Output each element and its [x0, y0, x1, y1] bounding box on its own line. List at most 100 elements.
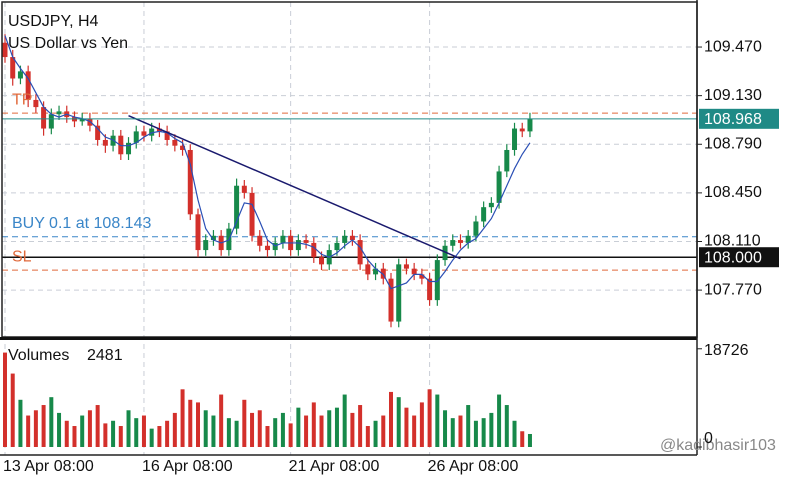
volume-bar [64, 420, 69, 447]
volume-bar [319, 415, 324, 447]
candle-body [349, 235, 355, 241]
candle-body [95, 125, 101, 140]
candle-body [10, 57, 16, 79]
volume-bar [512, 420, 517, 447]
volume-bar [450, 418, 455, 447]
volume-bar [226, 418, 231, 447]
volume-bar [497, 394, 502, 447]
candle-body [411, 268, 417, 275]
candle-body [450, 240, 456, 246]
volume-bar [381, 415, 386, 447]
trendline [128, 114, 461, 260]
volume-bar [481, 418, 486, 447]
volume-bar [234, 420, 239, 447]
volume-bar [466, 405, 471, 447]
candle-body [319, 257, 325, 265]
candle-body [388, 278, 394, 322]
candle-body [48, 114, 54, 129]
candle-body [17, 71, 23, 79]
volume-bar [87, 410, 92, 447]
volume-bar [296, 407, 301, 447]
volume-bar [365, 426, 370, 447]
volume-bar [311, 402, 316, 447]
watermark: @kadibhasir103 [660, 437, 776, 454]
volume-bar [196, 402, 200, 447]
candle-body [504, 149, 510, 172]
level-label: TP [12, 91, 32, 108]
candle-body [141, 131, 147, 136]
volume-bar [180, 389, 185, 447]
x-tick-label: 13 Apr 08:00 [3, 458, 94, 475]
volume-bar [211, 415, 216, 447]
candle-body [311, 242, 317, 258]
candle-body [203, 240, 209, 251]
volume-bar [443, 410, 448, 447]
volume-bar [149, 428, 154, 447]
volume-bar [458, 415, 463, 447]
volume-bar [265, 426, 270, 447]
candle-body [365, 264, 371, 275]
volume-bar [165, 420, 170, 447]
candle-body [519, 128, 525, 132]
volume-last: 2481 [87, 347, 123, 364]
candle-body [133, 131, 139, 143]
y-tick-label: 109.470 [704, 38, 762, 55]
candle-body [465, 235, 471, 243]
candle-body [180, 145, 186, 150]
volume-bar [10, 373, 15, 447]
candle-body [496, 171, 502, 203]
candle-body [457, 240, 463, 243]
volume-bar [473, 420, 478, 447]
volume-bar [489, 412, 494, 447]
volume-bar [80, 415, 85, 447]
candle-body [56, 111, 62, 115]
volume-bar [257, 410, 262, 447]
volume-bar [327, 410, 332, 447]
volume-bar [49, 397, 54, 447]
candle-body [79, 118, 85, 122]
volume-bar [188, 399, 193, 447]
candle-body [2, 42, 8, 58]
chart-title: USDJPY, H4 [8, 13, 99, 30]
candle-body [195, 214, 201, 251]
candle-body [488, 202, 494, 208]
level-label: BUY 0.1 at 108.143 [12, 215, 151, 232]
volume-bar [3, 352, 7, 447]
marks [2, 34, 697, 447]
candle-body [434, 260, 440, 301]
candle-body [295, 240, 301, 251]
y-tick-label: 108.790 [704, 135, 762, 152]
candle-body [527, 118, 533, 132]
candle-body [126, 142, 132, 155]
candle-body [272, 242, 278, 251]
volume-bar [57, 412, 62, 447]
volume-bar [288, 423, 293, 447]
current-price-box [699, 108, 779, 129]
volume-bar [118, 426, 123, 447]
volume-bar [157, 426, 162, 447]
volume-bar [242, 399, 247, 447]
volume-bar [134, 418, 139, 447]
candle-body [257, 235, 263, 246]
volume-bar [41, 405, 46, 447]
candle-body [149, 128, 155, 136]
volume-bar [520, 431, 525, 447]
volume-bar [373, 420, 378, 447]
candle-body [280, 235, 286, 243]
x-tick-label: 21 Apr 08:00 [289, 458, 380, 475]
candle-body [164, 131, 170, 140]
candle-body [357, 240, 363, 265]
volume-bar [18, 399, 23, 447]
volume-bar [504, 405, 509, 447]
volume-bar [342, 394, 347, 447]
candle-body [187, 149, 193, 215]
stop-loss-price: 108.000 [704, 249, 762, 266]
candle-body [334, 242, 340, 251]
candle-body [396, 264, 402, 322]
candle-body [442, 245, 448, 261]
volume-title: Volumes [8, 347, 69, 364]
chart-subtitle: US Dollar vs Yen [8, 35, 128, 52]
volume-bar [304, 415, 309, 447]
candle-body [303, 240, 309, 243]
candle-body [25, 71, 31, 100]
